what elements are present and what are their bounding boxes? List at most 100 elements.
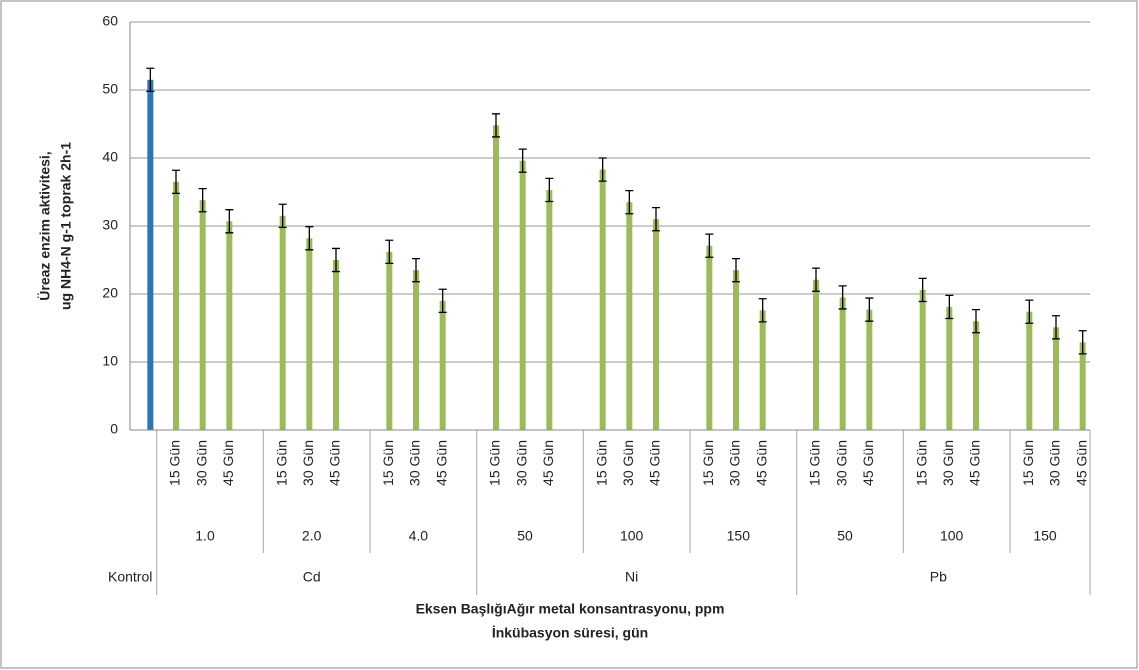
y-tick-label: 30 — [102, 217, 118, 233]
x-tick-label: 15 Gün — [273, 440, 289, 486]
subgroup-label: 50 — [837, 528, 853, 544]
bar — [279, 215, 286, 430]
error-bar — [1078, 330, 1087, 355]
subgroup-label: 1.0 — [195, 528, 215, 544]
bar — [706, 245, 713, 430]
x-tick-label: 15 Gün — [593, 440, 609, 486]
x-tick-label: 45 Gün — [540, 440, 556, 486]
error-bar — [278, 203, 287, 229]
group-label: Pb — [930, 569, 947, 585]
x-tick-label: 15 Gün — [167, 440, 183, 486]
error-bar — [518, 148, 527, 173]
subgroup-label: 50 — [517, 528, 533, 544]
x-tick-label: 30 Gün — [620, 440, 636, 486]
error-bar — [146, 67, 155, 93]
x-tick-label: 45 Gün — [433, 440, 449, 486]
bar — [866, 309, 873, 430]
y-tick-label: 20 — [102, 285, 118, 301]
error-bar — [385, 239, 394, 265]
x-tick-label: 15 Gün — [700, 440, 716, 486]
error-bar — [652, 206, 660, 232]
group-label: Cd — [303, 569, 321, 585]
bar — [599, 169, 606, 430]
x-tick-label: 15 Gün — [913, 440, 929, 486]
x-tick-label: 30 Gün — [193, 440, 209, 486]
subgroup-label: 100 — [940, 528, 964, 544]
error-bar — [492, 113, 500, 138]
bar — [147, 79, 154, 431]
bar — [919, 289, 926, 430]
bar — [813, 279, 819, 430]
x-tick-label: 15 Gün — [487, 440, 503, 486]
bar — [839, 297, 846, 430]
error-bar — [198, 187, 207, 213]
bar — [519, 160, 526, 430]
subgroup-label: 2.0 — [302, 528, 322, 544]
x-tick-label: 30 Gün — [833, 440, 849, 486]
bar — [306, 238, 313, 430]
subgroup-label: 100 — [620, 528, 644, 544]
category-label: Kontrol — [108, 569, 152, 585]
bar — [173, 181, 179, 430]
x-tick-label: 45 Gün — [860, 440, 876, 486]
x-tick-label: 30 Gün — [300, 440, 316, 486]
error-bar — [865, 297, 874, 322]
subgroup-label: 4.0 — [409, 528, 429, 544]
bar — [413, 270, 419, 430]
bar — [493, 125, 499, 431]
x-tick-label: 45 Gün — [967, 440, 983, 486]
error-bar — [705, 233, 714, 258]
error-bar — [598, 157, 607, 182]
x-tick-label: 45 Gün — [1073, 440, 1089, 486]
error-bar — [225, 209, 234, 234]
bar — [199, 200, 206, 430]
bar — [1026, 311, 1033, 430]
bar — [386, 251, 393, 430]
error-bar — [1025, 299, 1034, 324]
x-axis-title: İnkübasyon süresi, gün — [492, 625, 648, 641]
y-axis-title: ug NH4-N g-1 toprak 2h-1 — [58, 142, 74, 310]
error-bar — [758, 298, 767, 323]
error-bar — [332, 247, 340, 273]
x-tick-label: 45 Gün — [220, 440, 236, 486]
subgroup-label: 150 — [1033, 528, 1057, 544]
group-label: Ni — [625, 569, 638, 585]
bar — [1053, 327, 1059, 430]
x-tick-label: 30 Gün — [407, 440, 423, 486]
error-bar — [305, 226, 314, 251]
error-bar — [972, 308, 980, 334]
error-bar — [945, 294, 954, 320]
y-tick-label: 40 — [102, 149, 118, 165]
x-tick-label: 15 Gün — [807, 440, 823, 486]
y-axis-title: Üreaz enzim aktivitesi, — [37, 151, 53, 300]
error-bar — [545, 177, 554, 203]
x-tick-label: 45 Gün — [647, 440, 663, 486]
error-bar — [732, 257, 740, 283]
error-bar — [625, 189, 634, 215]
x-tick-label: 45 Gün — [753, 440, 769, 486]
y-tick-label: 60 — [102, 13, 118, 29]
error-bar — [172, 169, 180, 195]
bar — [626, 202, 633, 430]
error-bar — [812, 267, 820, 292]
y-tick-label: 10 — [102, 353, 118, 369]
bar — [653, 219, 659, 430]
bar — [439, 300, 446, 430]
x-tick-label: 30 Gün — [940, 440, 956, 486]
x-tick-label: 30 Gün — [1047, 440, 1063, 486]
error-bar — [438, 288, 447, 314]
bar — [759, 310, 766, 430]
subgroup-label: 150 — [727, 528, 751, 544]
bar — [1079, 342, 1086, 430]
bar — [333, 260, 339, 430]
bar — [973, 321, 979, 430]
x-tick-label: 30 Gün — [513, 440, 529, 486]
error-bar — [838, 285, 847, 310]
bar — [226, 221, 233, 430]
bar — [546, 189, 553, 430]
error-bar — [412, 257, 420, 283]
x-tick-label: 15 Gün — [380, 440, 396, 486]
bar — [946, 306, 953, 430]
x-axis-title: Eksen BaşlığıAğır metal konsantrasyonu, … — [416, 601, 725, 617]
